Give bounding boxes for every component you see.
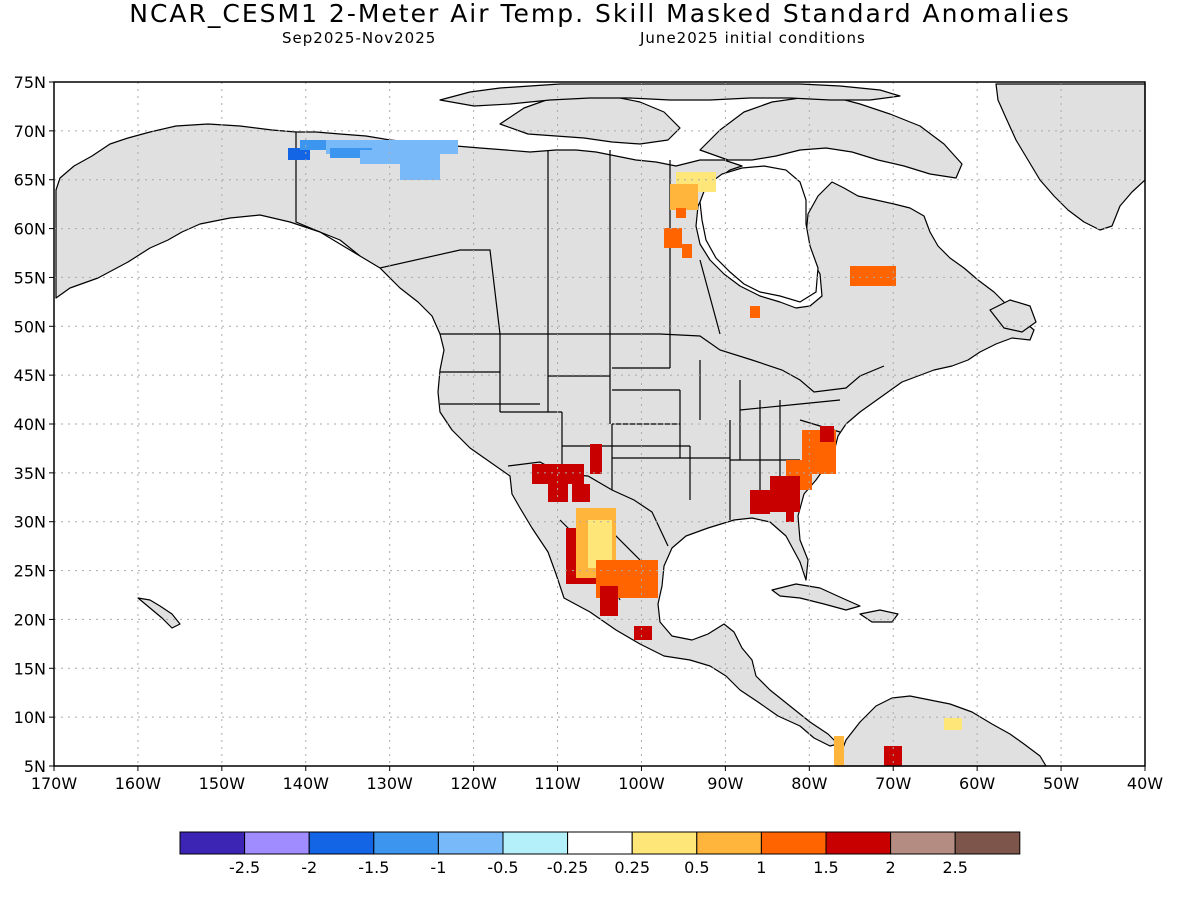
legend-color-box: [954, 831, 1021, 855]
land-masses: [55, 83, 1146, 767]
lon-tick-label: 110W: [534, 774, 581, 793]
lat-tick-label: 5N: [24, 757, 46, 776]
legend-label: -0.25: [547, 858, 588, 877]
legend-color-box: [373, 831, 439, 855]
lon-tick-label: 40W: [1127, 774, 1163, 793]
lat-tick-label: 20N: [14, 610, 46, 629]
legend-label: 0.25: [614, 858, 650, 877]
lat-tick-label: 50N: [14, 317, 46, 336]
legend-label: 1: [756, 858, 766, 877]
legend-label: 1.5: [813, 858, 838, 877]
legend-label: -1.5: [358, 858, 389, 877]
lon-tick-label: 120W: [450, 774, 497, 793]
lat-tick-label: 70N: [14, 122, 46, 141]
positive-anomaly-southeast: [750, 426, 836, 522]
arctic-islands-north: [439, 83, 901, 107]
initial-conditions: June2025 initial conditions: [640, 29, 866, 47]
lat-tick-label: 35N: [14, 464, 46, 483]
lon-tick-label: 80W: [791, 774, 827, 793]
legend-color-box: [631, 831, 698, 855]
lon-tick-label: 90W: [707, 774, 743, 793]
legend-label: 0.5: [684, 858, 709, 877]
lon-tick-label: 130W: [367, 774, 414, 793]
lat-tick-label: 60N: [14, 220, 46, 239]
newfoundland: [989, 299, 1037, 333]
legend-color-box: [437, 831, 504, 855]
cuba: [771, 583, 861, 611]
lat-tick-label: 75N: [14, 73, 46, 92]
anomaly-cells: [288, 140, 962, 766]
legend-color-box: [502, 831, 569, 855]
latitude-labels: 75N 70N 65N 60N 55N 50N 45N 40N 35N 30N 25N 20N 15N 1…: [14, 73, 54, 776]
legend-label: -2.5: [229, 858, 260, 877]
hawaii: [137, 597, 181, 629]
legend-label: -2: [301, 858, 317, 877]
lat-tick-label: 55N: [14, 268, 46, 287]
legend-color-box: [825, 831, 892, 855]
lat-tick-label: 10N: [14, 708, 46, 727]
legend-color-box: [760, 831, 827, 855]
legend-color-box: [179, 831, 246, 855]
legend-label: -0.5: [487, 858, 518, 877]
lon-tick-label: 160W: [115, 774, 162, 793]
lat-tick-label: 65N: [14, 171, 46, 190]
map-gridlines: [54, 82, 1145, 766]
chart-title: NCAR_CESM1 2-Meter Air Temp. Skill Maske…: [129, 0, 1071, 28]
positive-anomaly-mexico: [566, 508, 962, 766]
longitude-labels: 170W 160W 150W 140W 130W 120W 110W 100W 90W 80W 70…: [31, 766, 1163, 793]
canada-province-lines: [379, 150, 721, 335]
lon-tick-label: 50W: [1043, 774, 1079, 793]
us-state-lines: [440, 334, 841, 520]
lon-tick-label: 170W: [31, 774, 78, 793]
lat-tick-label: 45N: [14, 366, 46, 385]
legend-color-box: [696, 831, 762, 855]
lon-tick-label: 70W: [875, 774, 911, 793]
hudson-bay: [699, 165, 819, 303]
lon-tick-label: 150W: [199, 774, 246, 793]
lon-tick-label: 60W: [959, 774, 995, 793]
legend-color-box: [244, 831, 310, 855]
lon-tick-label: 140W: [283, 774, 330, 793]
positive-anomaly-hudson: [664, 172, 896, 318]
lat-tick-label: 25N: [14, 562, 46, 581]
arctic-islands: [699, 95, 963, 179]
forecast-period: Sep2025-Nov2025: [282, 29, 437, 47]
lon-tick-label: 100W: [618, 774, 665, 793]
color-legend: -2.5 -2 -1.5 -1 -0.5 -0.25 0.25 0.5 1 1.5 2 2.5: [179, 831, 1021, 877]
legend-label: -1: [430, 858, 446, 877]
legend-color-box: [567, 831, 633, 855]
us-canada-border: [440, 333, 885, 393]
legend-label: 2: [886, 858, 896, 877]
legend-color-box: [308, 831, 375, 855]
negative-anomaly-alaska: [288, 140, 458, 180]
lat-tick-label: 30N: [14, 513, 46, 532]
lat-tick-label: 40N: [14, 415, 46, 434]
legend-label: 2.5: [942, 858, 967, 877]
legend-color-box: [890, 831, 956, 855]
lat-tick-label: 15N: [14, 659, 46, 678]
greenland: [995, 83, 1146, 231]
anomaly-map: 75N 70N 65N 60N 55N 50N 45N 40N 35N 30N 25N 20N 15N 1…: [14, 73, 1164, 793]
alaska-canada-border: [295, 132, 361, 257]
